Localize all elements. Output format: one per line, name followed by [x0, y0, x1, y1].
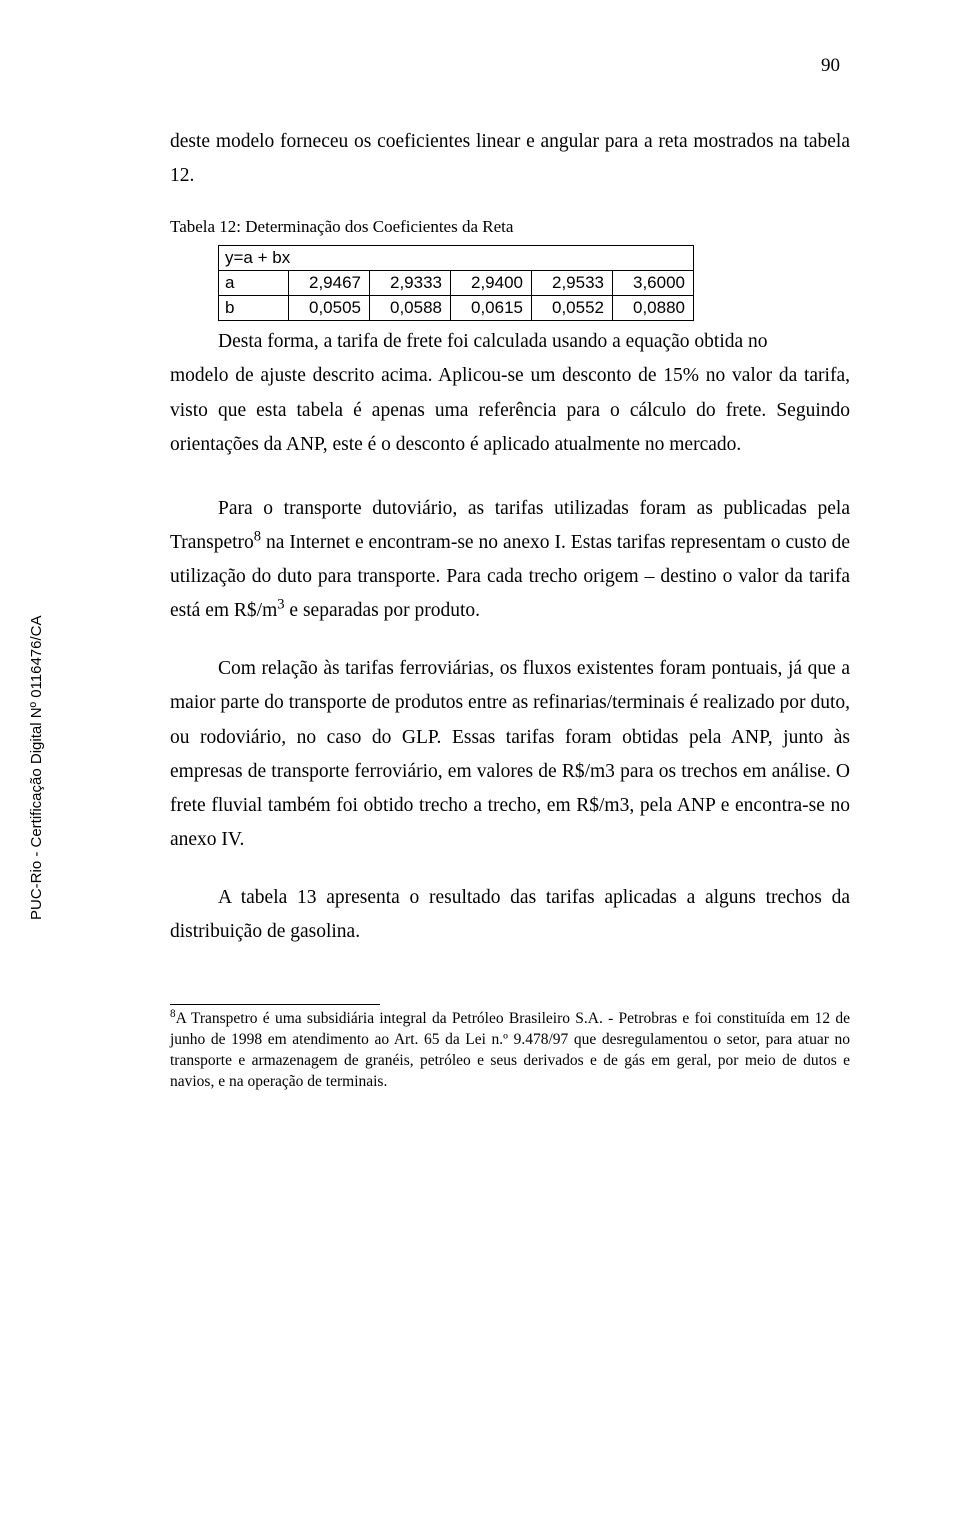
paragraph-intro: deste modelo forneceu os coeficientes li… — [170, 125, 850, 193]
para2-lead: Desta forma, a tarifa de frete foi calcu… — [218, 331, 768, 352]
cell: 0,0552 — [532, 296, 613, 321]
paragraph-tabela13: A tabela 13 apresenta o resultado das ta… — [170, 881, 850, 949]
row-label: b — [219, 296, 289, 321]
table-row: a 2,9467 2,9333 2,9400 2,9533 3,6000 — [219, 271, 694, 296]
table-header: y=a + bx — [219, 246, 694, 271]
table-header-row: y=a + bx — [219, 246, 694, 271]
footnote-8: 8A Transpetro é uma subsidiária integral… — [170, 1009, 850, 1093]
para2-rest: modelo de ajuste descrito acima. Aplicou… — [170, 365, 850, 454]
page-content: deste modelo forneceu os coeficientes li… — [170, 125, 850, 1093]
table-row: b 0,0505 0,0588 0,0615 0,0552 0,0880 — [219, 296, 694, 321]
para3-c: e separadas por produto. — [285, 600, 480, 621]
cell: 2,9533 — [532, 271, 613, 296]
table-caption: Tabela 12: Determinação dos Coeficientes… — [170, 217, 850, 237]
cell: 3,6000 — [613, 271, 694, 296]
coefficients-table: y=a + bx a 2,9467 2,9333 2,9400 2,9533 3… — [218, 245, 694, 321]
paragraph-after-table: Desta forma, a tarifa de frete foi calcu… — [170, 325, 850, 462]
paragraph-dutoviario: Para o transporte dutoviário, as tarifas… — [170, 492, 850, 629]
footnote-ref-8: 8 — [254, 528, 261, 544]
footnote-text: A Transpetro é uma subsidiária integral … — [170, 1010, 850, 1090]
row-label: a — [219, 271, 289, 296]
page-number: 90 — [821, 55, 840, 77]
exponent-3: 3 — [277, 597, 284, 613]
cell: 0,0615 — [451, 296, 532, 321]
cell: 0,0505 — [289, 296, 370, 321]
cell: 2,9467 — [289, 271, 370, 296]
para3-b: na Internet e encontram-se no anexo I. E… — [170, 532, 850, 621]
certification-vertical-label: PUC-Rio - Certificação Digital Nº 011647… — [28, 616, 45, 920]
footnote-separator — [170, 1004, 380, 1005]
cell: 0,0880 — [613, 296, 694, 321]
cell: 2,9400 — [451, 271, 532, 296]
cell: 0,0588 — [370, 296, 451, 321]
cell: 2,9333 — [370, 271, 451, 296]
paragraph-ferroviarias: Com relação às tarifas ferroviárias, os … — [170, 652, 850, 857]
